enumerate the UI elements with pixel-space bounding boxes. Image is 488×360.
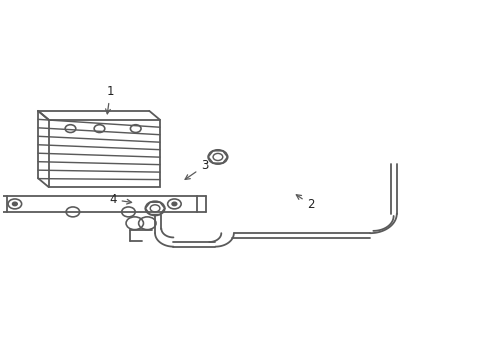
- Bar: [49, 120, 160, 187]
- Circle shape: [12, 202, 17, 206]
- Text: 4: 4: [109, 193, 131, 206]
- Circle shape: [172, 202, 177, 206]
- Text: 3: 3: [184, 159, 208, 179]
- Text: 2: 2: [296, 195, 314, 211]
- Text: 1: 1: [105, 85, 114, 114]
